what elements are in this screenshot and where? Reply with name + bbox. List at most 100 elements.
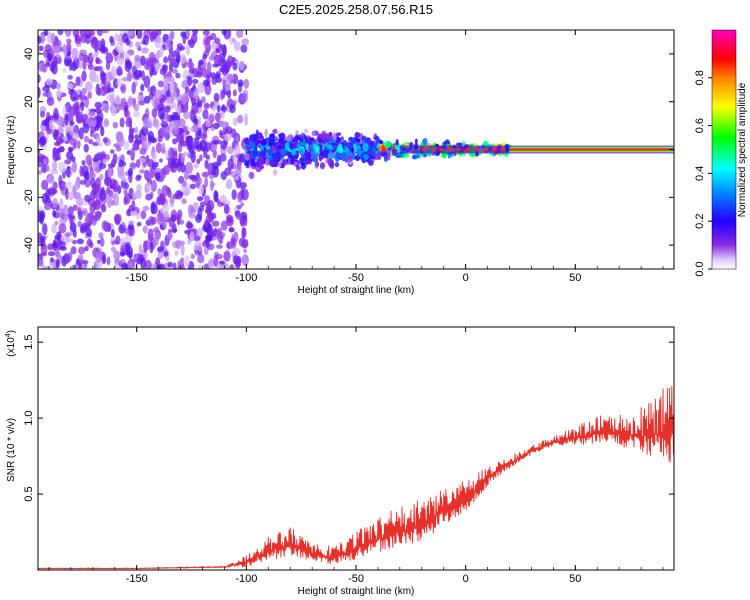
heatmap-cell	[191, 175, 198, 180]
heatmap-cell	[52, 198, 58, 209]
heatmap-cell	[356, 148, 363, 157]
heatmap-cell	[224, 79, 231, 92]
heatmap-cell	[38, 153, 44, 163]
heatmap-cell	[241, 254, 249, 266]
heatmap-cell	[185, 161, 194, 175]
heatmap-cell	[318, 133, 322, 138]
heatmap-cell	[109, 103, 116, 112]
heatmap-cell	[116, 66, 123, 76]
heatmap-cell	[181, 198, 187, 205]
heatmap-cell	[100, 125, 105, 137]
heatmap-cell	[337, 147, 344, 153]
heatmap-cell	[258, 156, 265, 165]
heatmap-cell	[62, 67, 67, 73]
heatmap-cell	[266, 146, 270, 150]
heatmap-cell	[219, 67, 223, 73]
heatmap-cell	[422, 137, 428, 146]
heatmap-cell	[378, 146, 382, 150]
heatmap-cell	[211, 220, 220, 227]
heatmap-cell	[93, 74, 100, 84]
heatmap-cell	[232, 153, 237, 165]
snr-xtick-label: 0	[463, 573, 469, 585]
heatmap-cell	[295, 130, 299, 136]
heatmap-cell	[151, 161, 157, 170]
heatmap-cell	[183, 111, 191, 120]
heatmap-cell	[299, 148, 304, 156]
heatmap-cell	[153, 98, 159, 106]
heatmap-cell	[123, 140, 130, 151]
heatmap-cell	[136, 221, 142, 227]
heatmap-cell	[180, 135, 185, 145]
heatmap-cell	[219, 44, 226, 49]
heatmap-cell	[134, 134, 140, 140]
heatmap-cell	[329, 139, 336, 144]
heatmap-cell	[206, 200, 215, 212]
heatmap-cell	[112, 262, 120, 269]
heatmap-cell	[149, 191, 154, 200]
heatmap-cell	[190, 253, 195, 260]
heatmap-cell	[78, 61, 84, 69]
heatmap-cell	[79, 100, 85, 112]
heatmap-cell	[151, 108, 158, 118]
heatmap-cell	[187, 239, 192, 245]
heatmap-cell	[73, 101, 80, 112]
heatmap-cell	[112, 179, 119, 193]
heatmap-cell	[131, 192, 138, 198]
heatmap-cell	[45, 164, 50, 173]
heatmap-cell	[105, 60, 111, 71]
heatmap-cell	[170, 30, 175, 40]
heatmap-cell	[138, 244, 143, 254]
heatmap-cell	[99, 189, 107, 201]
heatmap-cell	[121, 262, 129, 269]
heatmap-cell	[90, 215, 98, 226]
heatmap-cell	[334, 161, 340, 168]
heatmap-cell	[189, 88, 194, 101]
heatmap-cell	[113, 250, 121, 261]
spectrogram-xtick-label: -50	[348, 272, 364, 284]
heatmap-cell	[106, 186, 111, 194]
heatmap-cell	[159, 46, 164, 58]
heatmap-cell	[391, 148, 398, 156]
heatmap-cell	[351, 147, 355, 153]
heatmap-cell	[241, 188, 249, 201]
heatmap-cell	[135, 189, 142, 199]
heatmap-cell	[213, 122, 220, 130]
heatmap-cell	[63, 214, 69, 222]
heatmap-cell	[193, 88, 199, 100]
heatmap-cell	[289, 156, 295, 165]
heatmap-cell	[142, 35, 150, 46]
heatmap-cell	[142, 117, 151, 129]
heatmap-cell	[221, 64, 229, 76]
heatmap-cell	[58, 223, 67, 234]
heatmap-cell	[152, 227, 159, 233]
heatmap-cell	[103, 102, 109, 113]
heatmap-cell	[106, 195, 113, 208]
heatmap-cell	[52, 39, 60, 47]
heatmap-cell	[90, 177, 96, 189]
heatmap-cell	[225, 105, 231, 113]
heatmap-cell	[87, 91, 93, 99]
heatmap-cell	[285, 151, 293, 157]
heatmap-cell	[78, 127, 84, 140]
snr-xlabel: Height of straight line (km)	[298, 586, 415, 597]
heatmap-cell	[276, 145, 283, 150]
spectrogram-panel: -150 -100 -50 0 50 -40 -20 0 20 40 Height of stra…	[6, 29, 675, 296]
heatmap-cell	[84, 194, 91, 203]
heatmap-cell	[113, 213, 120, 224]
heatmap-cell	[74, 180, 80, 191]
heatmap-cell	[220, 140, 228, 150]
heatmap-cell	[348, 161, 354, 165]
heatmap-cell	[216, 105, 221, 113]
spectrogram-ytick-label: 40	[23, 48, 35, 60]
heatmap-cell	[102, 158, 107, 164]
heatmap-cell	[43, 30, 49, 36]
spectrogram-axes: -150 -100 -50 0 50 -40 -20 0 20 40	[23, 30, 674, 284]
heatmap-cell	[117, 155, 125, 162]
heatmap-cell	[128, 251, 133, 260]
heatmap-cell	[59, 198, 64, 210]
heatmap-cell	[159, 68, 168, 76]
heatmap-cell	[126, 208, 132, 217]
heatmap-cell	[133, 69, 142, 79]
heatmap-cell	[186, 220, 192, 229]
heatmap-cell	[84, 245, 89, 252]
